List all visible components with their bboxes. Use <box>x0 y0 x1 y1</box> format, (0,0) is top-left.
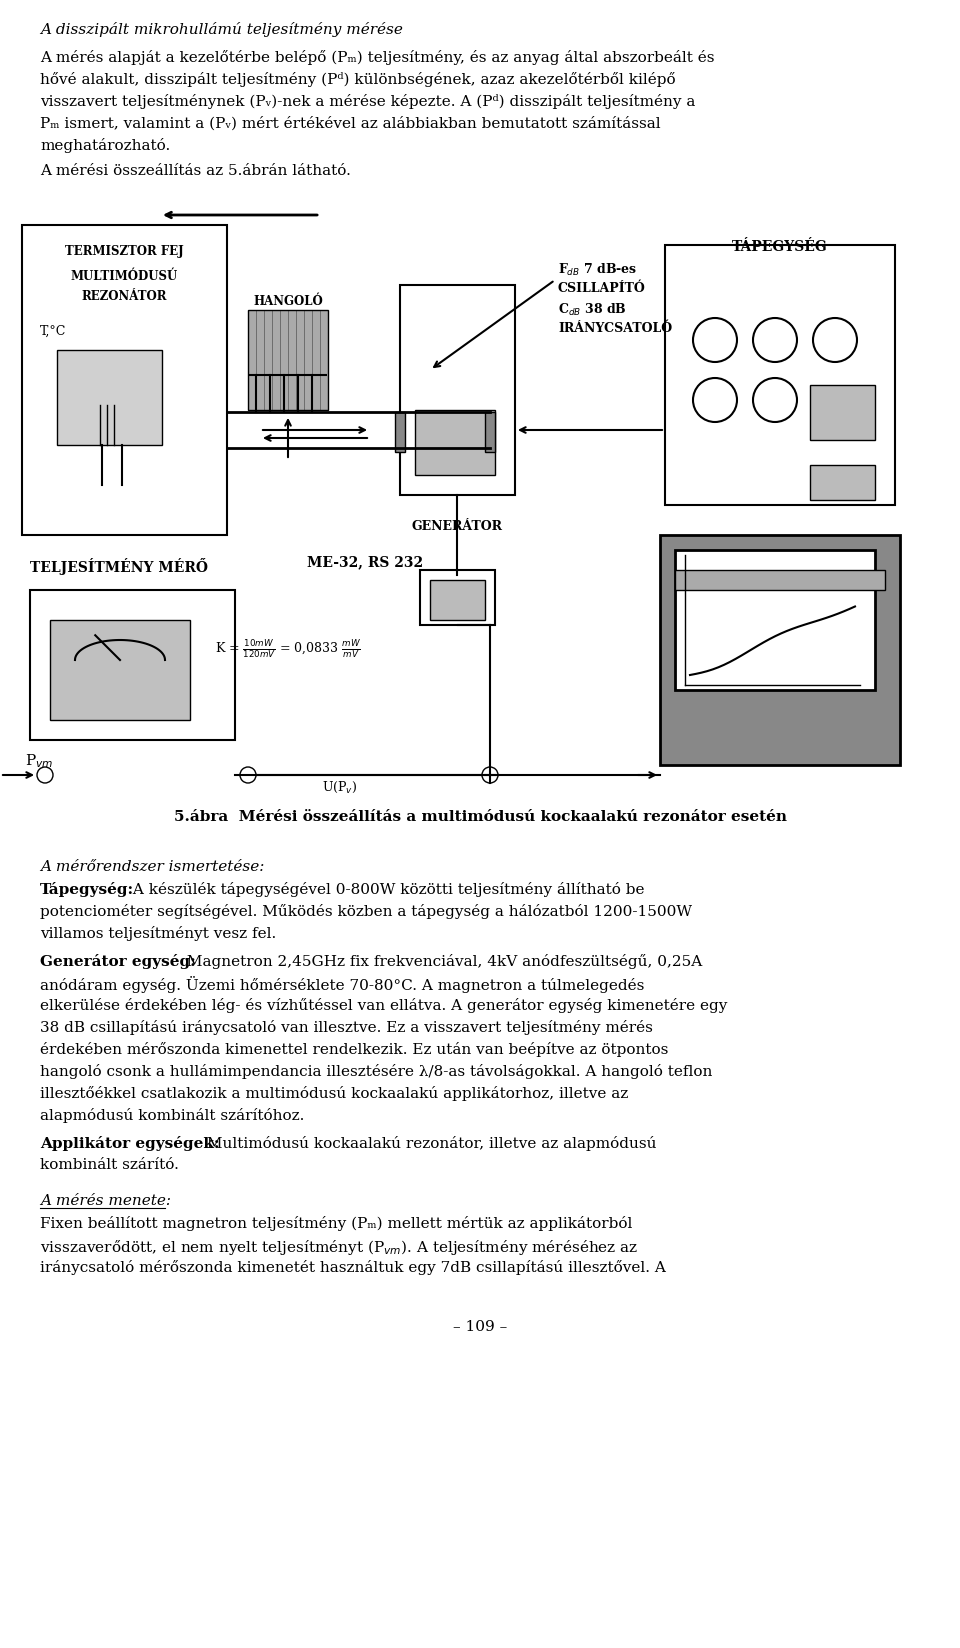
Bar <box>675 550 875 691</box>
Text: A mérés menete:: A mérés menete: <box>40 1195 171 1208</box>
Text: TELJESÍTMÉNY MÉRŐ: TELJESÍTMÉNY MÉRŐ <box>30 559 208 575</box>
Text: T,°C: T,°C <box>40 325 66 338</box>
Text: MULTIMÓDUSÚ: MULTIMÓDUSÚ <box>71 270 179 283</box>
Text: Magnetron 2,45GHz fix frekvenciával, 4kV anódfeszültségű, 0,25A: Magnetron 2,45GHz fix frekvenciával, 4kV… <box>182 954 703 969</box>
Text: Applikátor egységek:: Applikátor egységek: <box>40 1135 220 1150</box>
Text: U(P$_v$): U(P$_v$) <box>323 780 358 796</box>
Bar <box>400 285 515 494</box>
Text: alapmódusú kombinált szárítóhoz.: alapmódusú kombinált szárítóhoz. <box>40 1107 304 1122</box>
Text: kombinált szárító.: kombinált szárító. <box>40 1159 179 1172</box>
Bar <box>420 570 495 625</box>
Text: A készülék tápegységével 0-800W közötti teljesítmény állítható be: A készülék tápegységével 0-800W közötti … <box>128 882 644 897</box>
Bar <box>810 465 875 499</box>
Bar <box>395 412 405 452</box>
Circle shape <box>753 318 797 363</box>
Text: 38 dB csillapítású iránycsatoló van illesztve. Ez a visszavert teljesítmény méré: 38 dB csillapítású iránycsatoló van ille… <box>40 1020 653 1035</box>
Text: ME-32, RS 232: ME-32, RS 232 <box>307 555 423 569</box>
Bar <box>50 620 190 720</box>
Bar <box>22 226 227 536</box>
Text: érdekében mérőszonda kimenettel rendelkezik. Ez után van beépítve az ötpontos: érdekében mérőszonda kimenettel rendelke… <box>40 1042 668 1056</box>
Bar <box>485 412 495 452</box>
Bar <box>415 410 495 475</box>
Text: HANGOLÓ: HANGOLÓ <box>253 295 323 308</box>
Text: IRÁNYCSATOLÓ: IRÁNYCSATOLÓ <box>558 321 672 335</box>
Circle shape <box>240 766 256 783</box>
Text: Fixen beállított magnetron teljesítmény (Pₘ) mellett mértük az applikátorból: Fixen beállított magnetron teljesítmény … <box>40 1216 633 1231</box>
Text: A mérés alapját a kezelőtérbe belépő (Pₘ) teljesítmény, és az anyag által abszor: A mérés alapját a kezelőtérbe belépő (Pₘ… <box>40 49 714 64</box>
Text: illesztőékkel csatlakozik a multimódusú kockaalakú applikátorhoz, illetve az: illesztőékkel csatlakozik a multimódusú … <box>40 1086 628 1101</box>
Text: A mérési összeállítás az 5.ábrán látható.: A mérési összeállítás az 5.ábrán látható… <box>40 165 350 178</box>
Circle shape <box>693 377 737 422</box>
Bar <box>248 310 328 410</box>
Text: anódáram egység. Üzemi hőmérséklete 70-80°C. A magnetron a túlmelegedés: anódáram egység. Üzemi hőmérséklete 70-8… <box>40 976 644 994</box>
Circle shape <box>37 766 53 783</box>
Text: C$_{dB}$ 38 dB: C$_{dB}$ 38 dB <box>558 302 627 318</box>
Circle shape <box>482 766 498 783</box>
Bar <box>810 386 875 440</box>
Circle shape <box>813 318 857 363</box>
Text: visszavert teljesítménynek (Pᵥ)-nek a mérése képezte. A (Pᵈ) disszipált teljesít: visszavert teljesítménynek (Pᵥ)-nek a mé… <box>40 94 695 109</box>
Text: villamos teljesítményt vesz fel.: villamos teljesítményt vesz fel. <box>40 926 276 941</box>
Text: elkerülése érdekében lég- és vízhűtéssel van ellátva. A generátor egység kimenet: elkerülése érdekében lég- és vízhűtéssel… <box>40 999 728 1014</box>
Text: TERMISZTOR FEJ: TERMISZTOR FEJ <box>65 246 184 259</box>
Text: Tápegység:: Tápegység: <box>40 882 134 897</box>
Bar <box>430 580 485 620</box>
Text: potenciométer segítségével. Működés közben a tápegység a hálózatból 1200-1500W: potenciométer segítségével. Működés közb… <box>40 905 692 920</box>
Text: Generátor egység:: Generátor egység: <box>40 954 196 969</box>
Text: Pₘ ismert, valamint a (Pᵥ) mért értékével az alábbiakban bemutatott számítással: Pₘ ismert, valamint a (Pᵥ) mért értékéve… <box>40 115 660 130</box>
Text: P$_{vm}$: P$_{vm}$ <box>25 751 54 770</box>
Bar <box>665 246 895 504</box>
Text: visszaverődött, el nem nyelt teljesítményt (P$_{vm}$). A teljesítmény méréséhez : visszaverődött, el nem nyelt teljesítmén… <box>40 1238 638 1257</box>
Text: hővé alakult, disszipált teljesítmény (Pᵈ) különbségének, azaz akezelőtérből kil: hővé alakult, disszipált teljesítmény (P… <box>40 73 676 87</box>
Text: TÁPEGYSÉG: TÁPEGYSÉG <box>732 241 828 254</box>
Text: – 109 –: – 109 – <box>453 1320 507 1333</box>
Text: GENERÁTOR: GENERÁTOR <box>412 521 503 532</box>
Bar <box>30 590 235 740</box>
Circle shape <box>693 318 737 363</box>
Text: REZONÁTOR: REZONÁTOR <box>82 290 167 303</box>
Bar <box>57 349 162 445</box>
Bar <box>660 536 900 765</box>
Text: F$_{dB}$ 7 dB-es: F$_{dB}$ 7 dB-es <box>558 262 637 279</box>
Text: 5.ábra  Mérési összeállítás a multimódusú kockaalakú rezonátor esetén: 5.ábra Mérési összeállítás a multimódusú… <box>174 811 786 824</box>
Text: Multimódusú kockaalakú rezonátor, illetve az alapmódusú: Multimódusú kockaalakú rezonátor, illetv… <box>202 1135 657 1150</box>
Circle shape <box>753 377 797 422</box>
Text: A mérőrendszer ismertetése:: A mérőrendszer ismertetése: <box>40 860 264 873</box>
Text: K = $\frac{10mW}{120mV}$ = 0,0833 $\frac{mW}{mV}$: K = $\frac{10mW}{120mV}$ = 0,0833 $\frac… <box>215 638 361 659</box>
Text: meghatározható.: meghatározható. <box>40 138 170 153</box>
Text: A disszipált mikrohullámú teljesítmény mérése: A disszipált mikrohullámú teljesítmény m… <box>40 21 403 36</box>
Text: iránycsatoló mérőszonda kimenetét használtuk egy 7dB csillapítású illesztővel. A: iránycsatoló mérőszonda kimenetét haszná… <box>40 1261 666 1276</box>
Bar <box>675 570 885 590</box>
Text: hangoló csonk a hullámimpendancia illesztésére λ/8-as távolságokkal. A hangoló t: hangoló csonk a hullámimpendancia illesz… <box>40 1065 712 1079</box>
Text: CSILLAPÍTÓ: CSILLAPÍTÓ <box>558 282 646 295</box>
